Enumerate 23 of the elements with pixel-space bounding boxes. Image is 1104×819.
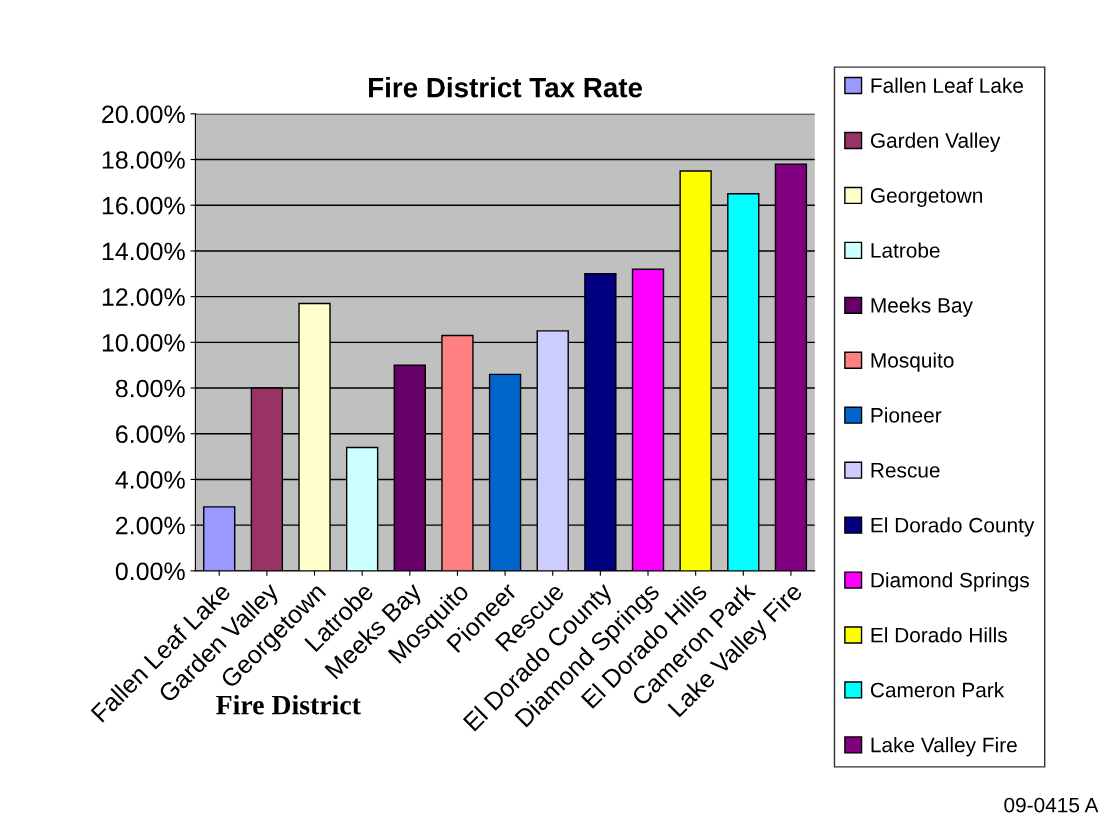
legend-label: Rescue bbox=[871, 463, 940, 478]
y-tick-label: 14.00% bbox=[102, 242, 185, 261]
text: 09-0415 A bbox=[1004, 797, 1099, 813]
legend-label: Pioneer bbox=[871, 407, 942, 423]
legend-label: Garden Valley bbox=[870, 132, 1001, 153]
legend-label: Georgetown bbox=[870, 188, 983, 207]
y-tick-label: 2.00% bbox=[116, 516, 185, 535]
legend-label: Lake Valley Fire bbox=[871, 737, 1017, 757]
y-tick-label: 18.00% bbox=[102, 151, 185, 169]
legend-label: El Dorado County bbox=[871, 517, 1035, 537]
y-tick-label: 8.00% bbox=[115, 379, 185, 398]
y-tick-label: 12.00% bbox=[102, 288, 185, 306]
y-tick-label: 20.00% bbox=[102, 105, 185, 124]
legend-label: Mosquito bbox=[871, 352, 954, 372]
legend-label: Meeks Bay bbox=[871, 297, 973, 317]
chart-title: Fire District Tax Rate bbox=[369, 77, 643, 98]
y-tick-label: 6.00% bbox=[116, 425, 185, 444]
y-tick-label: 16.00% bbox=[102, 196, 185, 215]
y-tick-label: 4.00% bbox=[115, 471, 185, 489]
y-tick-label: 0.00% bbox=[115, 562, 185, 581]
legend-label: Latrobe bbox=[871, 242, 940, 258]
y-tick-label: 10.00% bbox=[102, 333, 185, 352]
legend-label: Fallen Leaf Lake bbox=[871, 77, 1023, 93]
